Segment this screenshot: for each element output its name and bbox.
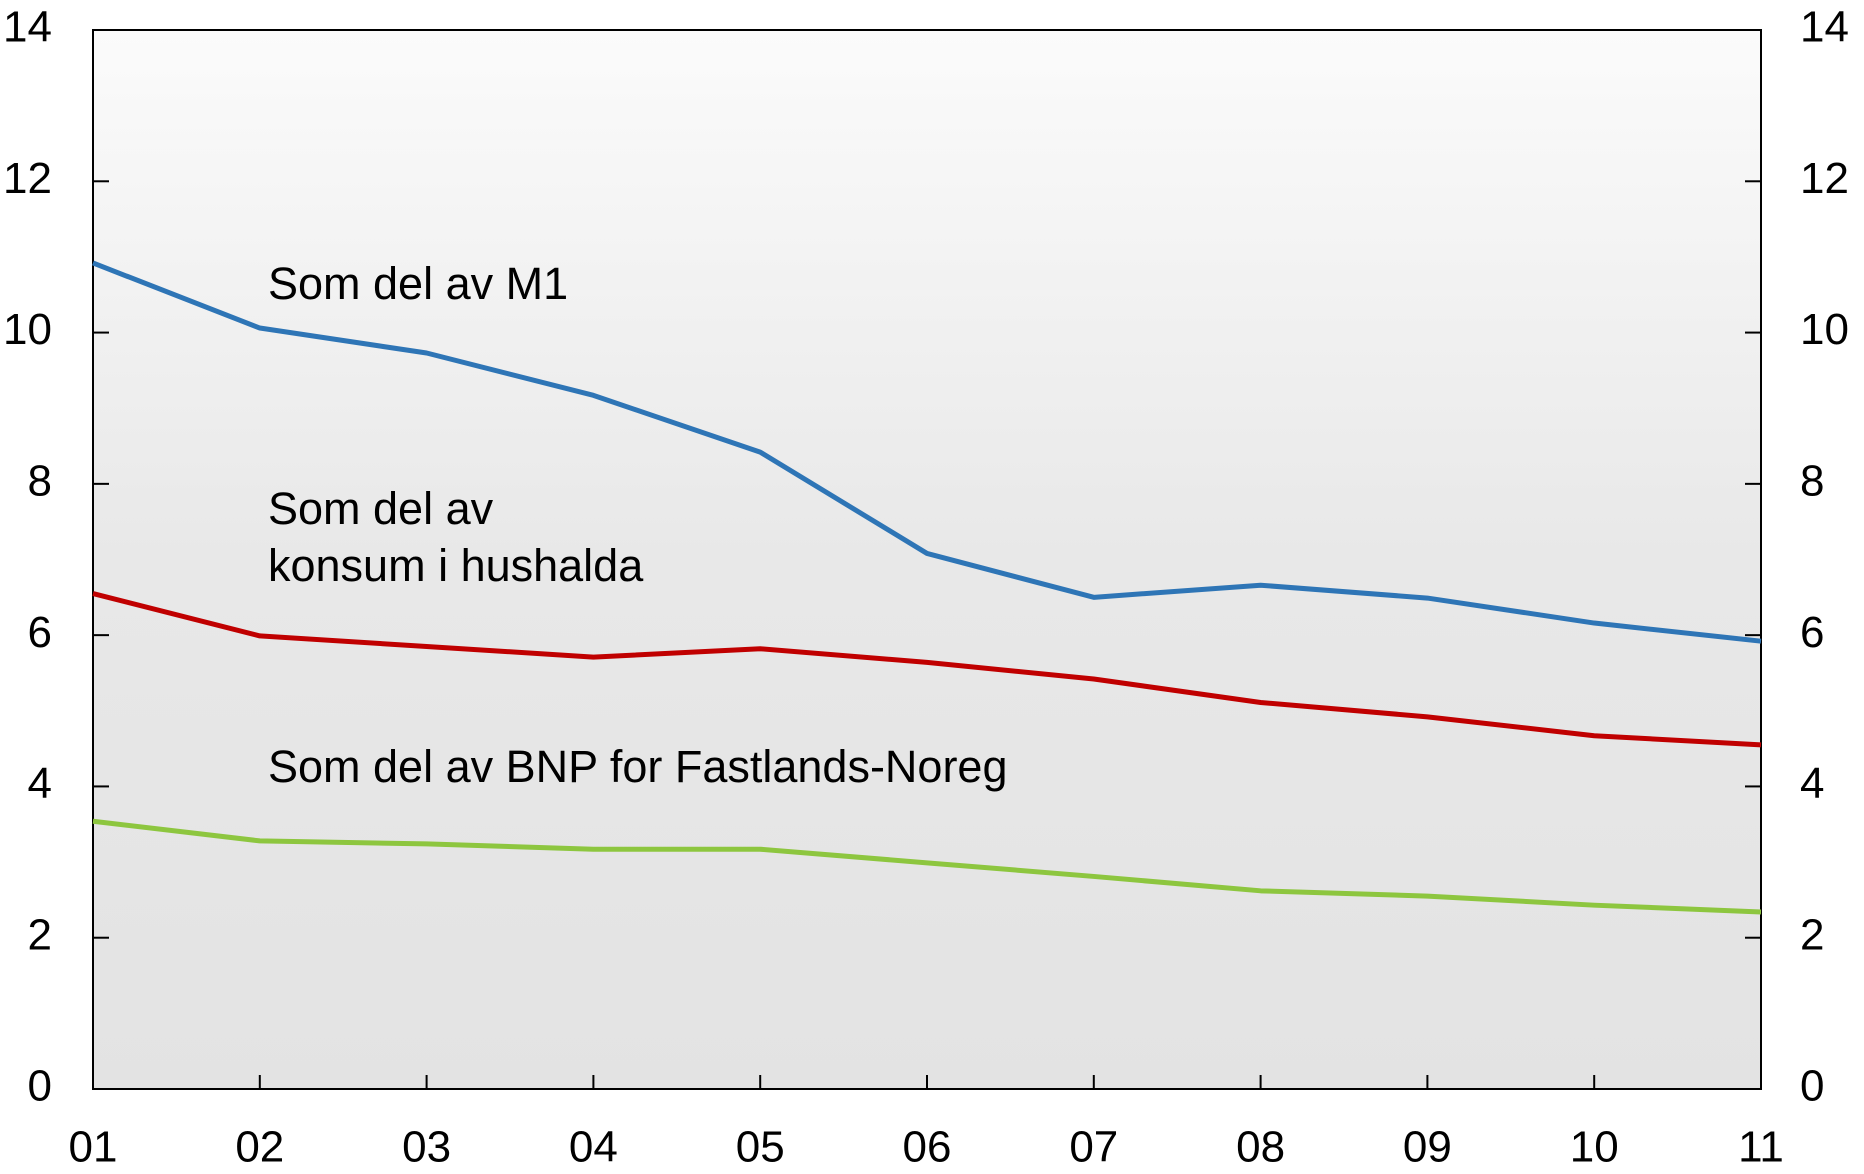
y2-tick-label: 4 bbox=[1800, 759, 1824, 808]
x-tick-label: 08 bbox=[1236, 1123, 1285, 1172]
y2-tick-label: 6 bbox=[1800, 608, 1824, 657]
y-tick-label: 10 bbox=[3, 305, 52, 354]
y-tick-label: 12 bbox=[3, 154, 52, 203]
x-tick-label: 02 bbox=[235, 1123, 284, 1172]
annotation: Som del av BNP for Fastlands-Noreg bbox=[268, 741, 1008, 792]
y2-tick-label: 12 bbox=[1800, 154, 1849, 203]
line-series bbox=[92, 591, 1762, 748]
line-series bbox=[92, 260, 1762, 644]
x-tick-label: 11 bbox=[1738, 1123, 1784, 1172]
x-tick-label: 09 bbox=[1403, 1123, 1452, 1172]
x-tick-label: 06 bbox=[903, 1123, 952, 1172]
y2-tick-label: 0 bbox=[1800, 1062, 1824, 1111]
x-tick-label: 10 bbox=[1570, 1123, 1619, 1172]
x-tick-label: 03 bbox=[402, 1123, 451, 1172]
y-tick-label: 0 bbox=[28, 1062, 52, 1111]
y-tick-label: 4 bbox=[28, 759, 52, 808]
y-tick-label: 8 bbox=[28, 456, 52, 505]
y2-tick-label: 14 bbox=[1800, 3, 1849, 52]
y-tick-label: 2 bbox=[28, 910, 52, 959]
x-tick-label: 01 bbox=[69, 1123, 118, 1172]
x-tick-label: 04 bbox=[569, 1123, 618, 1172]
x-tick-label: 05 bbox=[736, 1123, 785, 1172]
y-tick-label: 14 bbox=[3, 3, 52, 52]
annotation: Som del av M1 bbox=[268, 258, 568, 309]
y2-tick-label: 2 bbox=[1800, 910, 1824, 959]
plot-area bbox=[93, 30, 1761, 1089]
plot-frame bbox=[92, 29, 1762, 1090]
y2-tick-label: 8 bbox=[1800, 456, 1824, 505]
line-series bbox=[92, 818, 1762, 915]
y2-tick-label: 10 bbox=[1800, 305, 1849, 354]
annotation: Som del av bbox=[268, 483, 494, 534]
y-tick-label: 6 bbox=[28, 608, 52, 657]
x-tick-label: 07 bbox=[1069, 1123, 1118, 1172]
annotation: konsum i hushalda bbox=[268, 540, 644, 591]
